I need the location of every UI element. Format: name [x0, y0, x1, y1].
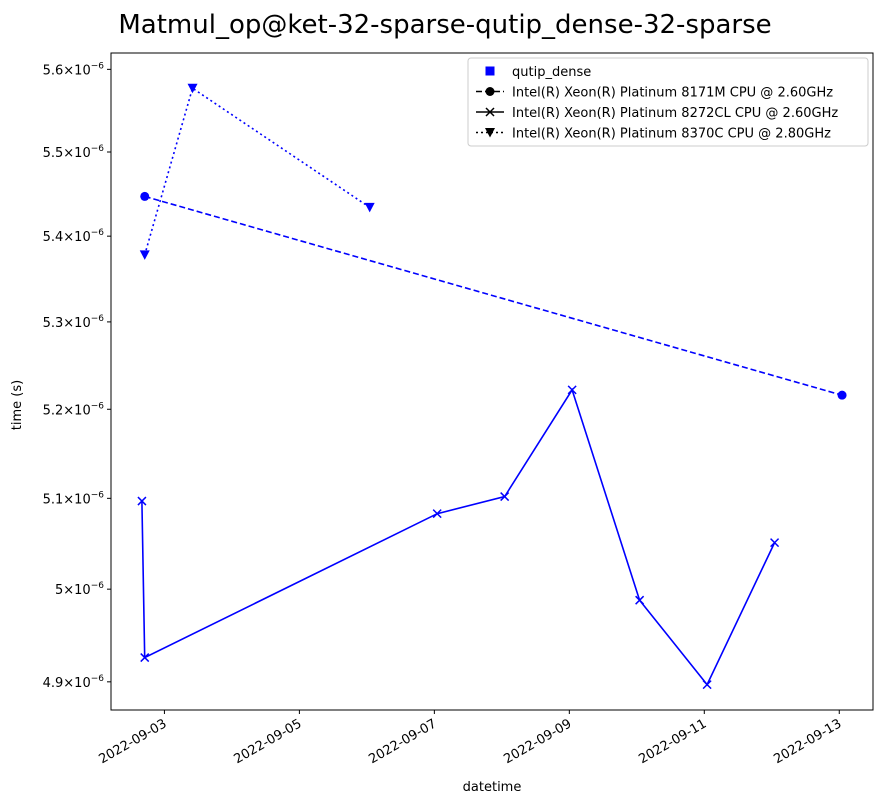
x-tick-label: 2022-09-03 [96, 716, 169, 767]
x-tick-label: 2022-09-11 [636, 716, 709, 767]
y-tick-label: 5.4×10−6 [43, 228, 105, 245]
plot-area: 4.9×10−6 5×10−6 5.1×10−6 5.2×10−6 5.3×10−6 5.… [43, 52, 874, 767]
y-axis-label: time (s) [10, 380, 25, 430]
y-tick-label: 5.5×10−6 [43, 144, 105, 161]
data-point [432, 509, 442, 519]
data-point [635, 595, 645, 605]
x-tick-label: 2022-09-13 [771, 716, 844, 767]
y-tick-label: 5.1×10−6 [43, 490, 105, 507]
y-tick-label: 5.6×10−6 [43, 61, 105, 78]
data-point [702, 680, 712, 690]
legend-marker [485, 87, 495, 96]
data-point [137, 496, 147, 506]
legend-marker [485, 107, 495, 117]
x-tick-label: 2022-09-05 [231, 716, 304, 767]
data-point [187, 83, 198, 94]
data-point [140, 653, 150, 663]
y-tick-label: 5×10−6 [55, 581, 104, 598]
series-line-3 [143, 86, 371, 256]
legend-box [467, 57, 869, 147]
data-point [770, 538, 780, 548]
legend-label: Intel(R) Xeon(R) Platinum 8272CL CPU @ 2… [512, 106, 838, 121]
x-axis-label: datetime [463, 780, 522, 795]
legend: qutip_dense Intel(R) Xeon(R) Platinum 817… [467, 57, 869, 147]
plot-frame [110, 52, 874, 711]
data-point [837, 390, 847, 400]
legend-label: Intel(R) Xeon(R) Platinum 8171M CPU @ 2.… [512, 86, 833, 101]
data-point [139, 250, 150, 260]
x-tick-label: 2022-09-09 [501, 716, 574, 767]
series-line-1 [144, 195, 843, 396]
chart-title: Matmul_op@ket-32-sparse-qutip_dense-32-s… [118, 10, 771, 40]
y-tick-label: 5.3×10−6 [43, 314, 105, 331]
series-line-2 [141, 388, 776, 687]
y-tick-label: 4.9×10−6 [43, 674, 105, 691]
data-point [567, 385, 577, 395]
legend-label: qutip_dense [512, 65, 591, 80]
x-tick-label: 2022-09-07 [366, 716, 439, 767]
legend-marker [485, 66, 495, 76]
legend-marker [485, 128, 495, 138]
data-point [140, 191, 150, 201]
y-tick-label: 5.2×10−6 [43, 401, 105, 418]
data-point [364, 202, 375, 213]
legend-label: Intel(R) Xeon(R) Platinum 8370C CPU @ 2.… [512, 127, 831, 142]
data-point [500, 492, 510, 502]
